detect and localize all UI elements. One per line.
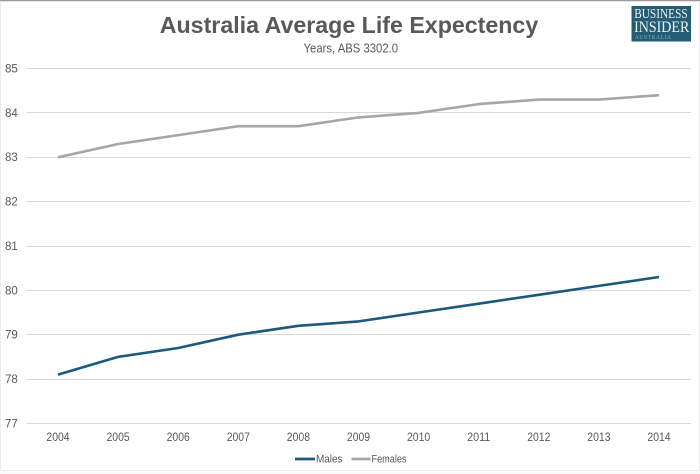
svg-text:2004: 2004 [46, 432, 70, 444]
svg-text:77: 77 [5, 418, 18, 430]
svg-text:Australia Average Life Expecte: Australia Average Life Expectency [160, 12, 539, 38]
svg-text:2011: 2011 [467, 432, 490, 444]
svg-text:2009: 2009 [347, 432, 370, 444]
svg-text:78: 78 [5, 374, 18, 386]
svg-text:2006: 2006 [167, 432, 190, 444]
svg-text:2007: 2007 [227, 432, 250, 444]
svg-text:2012: 2012 [527, 432, 550, 444]
svg-text:2005: 2005 [107, 432, 130, 444]
svg-text:79: 79 [5, 330, 18, 342]
svg-text:AUSTRALIA: AUSTRALIA [635, 35, 672, 41]
svg-text:2014: 2014 [647, 432, 671, 444]
svg-text:84: 84 [5, 108, 18, 120]
svg-text:Years, ABS 3302.0: Years, ABS 3302.0 [304, 42, 399, 56]
svg-text:83: 83 [5, 152, 18, 164]
svg-text:2010: 2010 [407, 432, 430, 444]
svg-text:82: 82 [5, 197, 18, 209]
svg-text:BUSINESS: BUSINESS [634, 6, 688, 21]
svg-text:85: 85 [5, 63, 18, 75]
svg-text:Males: Males [316, 454, 343, 466]
svg-text:2013: 2013 [587, 432, 610, 444]
svg-text:INSIDER: INSIDER [634, 19, 690, 36]
svg-text:81: 81 [5, 241, 18, 253]
svg-text:2008: 2008 [287, 432, 310, 444]
svg-text:Females: Females [372, 454, 407, 466]
svg-text:80: 80 [5, 285, 18, 297]
